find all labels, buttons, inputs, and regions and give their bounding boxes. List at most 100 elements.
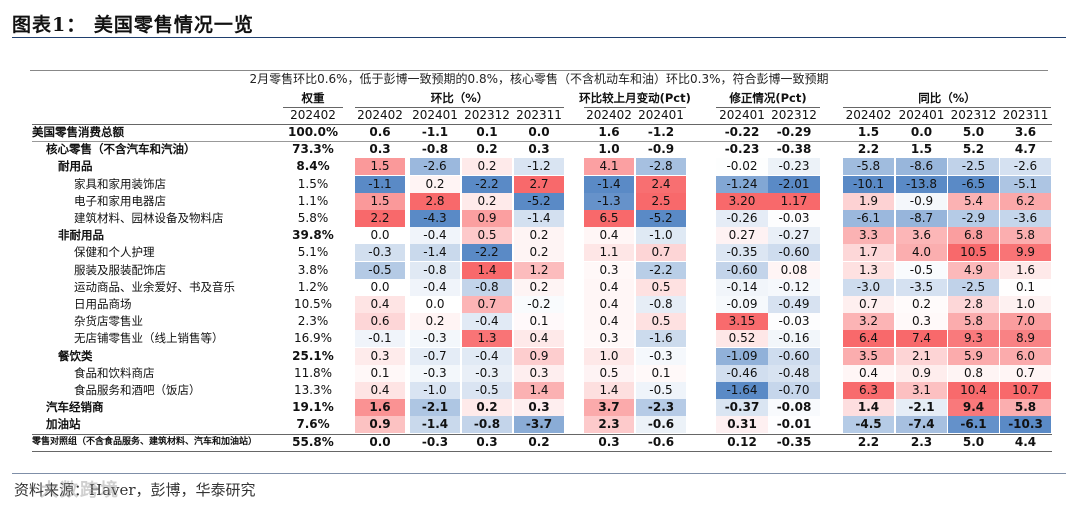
cell-mom: 0.1: [514, 313, 564, 330]
cell-mom: -0.7: [410, 348, 460, 365]
cell-yoy: 1.7: [843, 244, 894, 261]
cell-mom: 1.4: [462, 262, 512, 279]
subheader-chg: 202402: [586, 108, 632, 122]
cell-mom: 0.0: [369, 435, 391, 449]
cell-rev: 0.08: [768, 262, 820, 279]
cell-yoy: -8.6: [896, 158, 947, 175]
cell-rev: 3.20: [716, 193, 768, 210]
cell-mom: 0.4: [514, 330, 564, 347]
cell-mom: 0.2: [514, 227, 564, 244]
cell-yoy: 5.8: [1000, 227, 1051, 244]
row-weight: 100.0%: [288, 125, 338, 139]
cell-mom: 0.0: [355, 279, 405, 296]
row-label: 汽车经销商: [46, 400, 104, 414]
summary-banner: 2月零售环比0.6%，低于彭博一致预期的0.8%，核心零售（不含机动车和油）环比…: [30, 70, 1048, 87]
header-underline-mom: [355, 107, 564, 108]
cell-mom: -5.2: [514, 193, 564, 210]
cell-yoy: 3.3: [843, 227, 894, 244]
row-weight: 1.2%: [297, 280, 329, 294]
row-weight: 11.8%: [293, 366, 333, 380]
cell-mom: -0.8: [410, 262, 460, 279]
cell-rev: -1.24: [716, 176, 768, 193]
cell-chg: -0.6: [647, 435, 675, 449]
cell-mom: 1.5: [355, 193, 405, 210]
cell-yoy: -10.1: [843, 176, 894, 193]
row-label: 美国零售消费总额: [32, 125, 124, 139]
row-label: 零售对照组（不含食品服务、建筑材料、汽车和加油站）: [32, 437, 258, 447]
row-label: 加油站: [46, 417, 81, 431]
cell-yoy: 0.4: [843, 365, 894, 382]
row-label: 非耐用品: [58, 228, 104, 242]
cell-yoy: 3.5: [843, 348, 894, 365]
page-title: 图表1： 美国零售情况一览: [12, 14, 254, 36]
cell-yoy: -8.7: [896, 210, 947, 227]
cell-mom: -4.3: [410, 210, 460, 227]
cell-yoy: -6.1: [948, 416, 999, 433]
cell-mom: 2.7: [514, 176, 564, 193]
row-weight: 39.8%: [292, 228, 334, 242]
cell-yoy: 1.6: [1000, 262, 1051, 279]
cell-yoy: 0.7: [1000, 365, 1051, 382]
header-underline-rev: [716, 107, 820, 108]
cell-rev: -0.29: [776, 125, 812, 139]
header-weight: 权重: [301, 91, 325, 105]
cell-mom: -1.4: [410, 416, 460, 433]
row-weight: 55.8%: [292, 435, 334, 449]
cell-mom: -1.1: [355, 176, 405, 193]
cell-yoy: -6.1: [843, 210, 894, 227]
table-bottom-rule: [32, 451, 1052, 452]
cell-chg: 3.7: [584, 399, 634, 416]
row-weight: 19.1%: [292, 400, 334, 414]
row-label: 家具和家用装饰店: [74, 177, 166, 191]
cell-rev: 0.12: [727, 435, 757, 449]
cell-mom: 0.2: [462, 399, 512, 416]
cell-mom: 0.2: [514, 279, 564, 296]
cell-chg: -0.9: [647, 142, 675, 156]
cell-mom: 0.2: [528, 435, 550, 449]
cell-yoy: -5.8: [843, 158, 894, 175]
rule-before-control: [32, 434, 1052, 435]
cell-mom: -0.8: [462, 416, 512, 433]
subheader-mom: 202311: [516, 108, 562, 122]
cell-mom: 1.2: [514, 262, 564, 279]
cell-chg: 1.1: [584, 244, 634, 261]
cell-mom: 0.3: [369, 142, 391, 156]
cell-mom: 0.2: [462, 158, 512, 175]
cell-yoy: -3.6: [1000, 210, 1051, 227]
cell-yoy: -2.5: [948, 158, 999, 175]
header-underline-weight: [283, 107, 343, 108]
cell-yoy: -13.8: [896, 176, 947, 193]
row-weight: 2.3%: [297, 314, 329, 328]
source-note: 资料来源：Haver，彭博，华泰研究: [14, 481, 256, 499]
row-label: 服装及服装配饰店: [74, 263, 166, 277]
cell-yoy: 1.5: [910, 142, 933, 156]
cell-yoy: 9.3: [948, 330, 999, 347]
cell-mom: -1.1: [421, 125, 449, 139]
row-weight: 10.5%: [293, 297, 333, 311]
cell-mom: 0.0: [355, 227, 405, 244]
cell-mom: 0.6: [369, 125, 391, 139]
cell-yoy: 4.7: [1014, 142, 1037, 156]
cell-mom: 2.8: [410, 193, 460, 210]
title-rule: [12, 37, 1066, 38]
header-underline-yoy: [843, 107, 1051, 108]
cell-yoy: 5.4: [948, 193, 999, 210]
cell-mom: -0.4: [410, 279, 460, 296]
subheader-yoy: 202401: [898, 108, 945, 122]
cell-yoy: 3.2: [843, 313, 894, 330]
cell-yoy: 8.9: [1000, 330, 1051, 347]
row-weight: 25.1%: [292, 349, 334, 363]
row-weight: 5.8%: [297, 211, 329, 225]
cell-chg: 1.4: [584, 382, 634, 399]
cell-mom: -2.2: [462, 176, 512, 193]
row-weight: 73.3%: [292, 142, 334, 156]
row-label: 日用品商场: [74, 297, 132, 311]
cell-rev: -0.35: [716, 244, 768, 261]
cell-yoy: 1.4: [843, 399, 894, 416]
cell-mom: -1.4: [514, 210, 564, 227]
row-weight: 16.9%: [293, 331, 333, 345]
cell-mom: 0.2: [476, 142, 498, 156]
cell-chg: -2.8: [636, 158, 686, 175]
cell-yoy: -5.1: [1000, 176, 1051, 193]
cell-mom: -0.3: [462, 365, 512, 382]
